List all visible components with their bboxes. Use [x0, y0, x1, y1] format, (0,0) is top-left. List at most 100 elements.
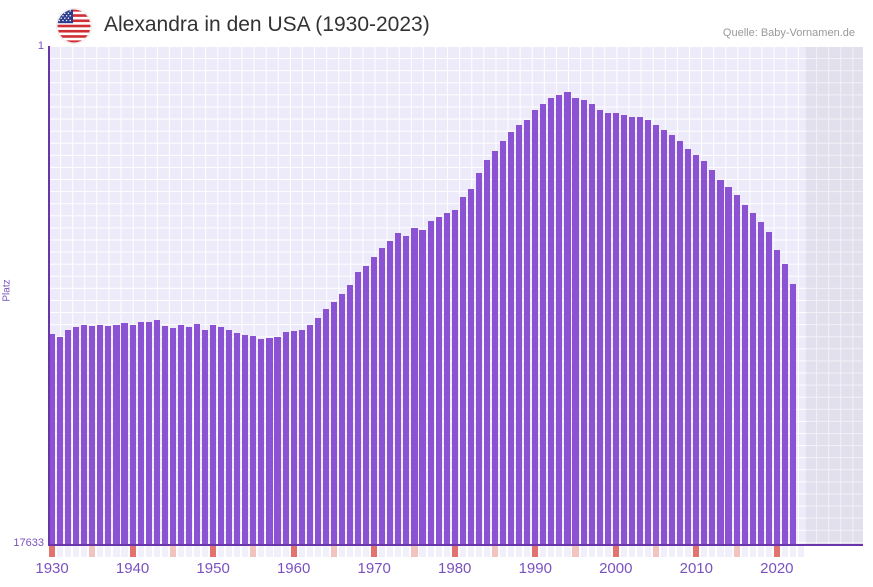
bar-1997[interactable]	[588, 104, 595, 545]
bar-1995[interactable]	[572, 98, 579, 545]
bar-1964[interactable]	[322, 309, 329, 545]
bar-2004[interactable]	[644, 120, 652, 545]
bar-1988[interactable]	[516, 125, 523, 545]
bar-1949[interactable]	[202, 330, 209, 545]
x-tick-2004	[644, 546, 652, 557]
bar-1981[interactable]	[459, 197, 466, 545]
bar-1957[interactable]	[266, 338, 273, 545]
x-tick-1974	[403, 546, 410, 557]
bar-1956[interactable]	[258, 339, 265, 545]
bar-1955[interactable]	[250, 336, 257, 545]
bar-1982[interactable]	[467, 189, 474, 545]
bar-2006[interactable]	[661, 130, 668, 545]
bar-2018[interactable]	[757, 222, 764, 545]
bar-1962[interactable]	[306, 325, 313, 545]
bar-1971[interactable]	[379, 248, 386, 545]
bar-1970[interactable]	[371, 257, 378, 545]
bar-2010[interactable]	[693, 155, 700, 545]
bar-1935[interactable]	[89, 326, 96, 545]
bar-1999[interactable]	[604, 113, 611, 545]
bar-2022[interactable]	[789, 284, 796, 545]
bar-2001[interactable]	[620, 115, 627, 545]
bar-1930[interactable]	[49, 334, 56, 545]
bar-1992[interactable]	[548, 98, 555, 545]
bar-2017[interactable]	[749, 213, 756, 545]
bar-1984[interactable]	[483, 160, 490, 545]
bar-1933[interactable]	[73, 327, 80, 545]
bar-1945[interactable]	[169, 328, 176, 545]
bar-1977[interactable]	[427, 221, 434, 545]
bar-1994[interactable]	[564, 92, 571, 545]
bar-2008[interactable]	[677, 141, 684, 545]
x-tick-1997	[588, 546, 595, 557]
bar-1934[interactable]	[81, 325, 88, 545]
bar-2011[interactable]	[701, 161, 708, 545]
bar-1976[interactable]	[419, 230, 426, 545]
bar-1931[interactable]	[57, 337, 64, 545]
bar-2003[interactable]	[636, 117, 643, 545]
bar-1965[interactable]	[330, 302, 337, 545]
bar-2005[interactable]	[652, 125, 660, 545]
bar-1972[interactable]	[387, 241, 394, 545]
bar-1980[interactable]	[451, 210, 458, 545]
bar-1998[interactable]	[596, 110, 603, 545]
bar-1989[interactable]	[524, 120, 531, 545]
bar-2014[interactable]	[725, 187, 732, 545]
bar-1960[interactable]	[290, 331, 297, 545]
bar-1953[interactable]	[234, 333, 241, 545]
bar-2012[interactable]	[709, 170, 716, 545]
bar-1978[interactable]	[435, 217, 442, 545]
bar-1961[interactable]	[298, 330, 305, 545]
bar-1951[interactable]	[218, 327, 225, 545]
bar-1937[interactable]	[105, 326, 112, 545]
bar-1967[interactable]	[346, 285, 354, 545]
bar-1948[interactable]	[193, 324, 201, 545]
bar-1996[interactable]	[580, 100, 587, 545]
bar-1950[interactable]	[210, 325, 217, 545]
bar-1947[interactable]	[185, 327, 192, 545]
bar-1966[interactable]	[338, 294, 346, 545]
bar-2019[interactable]	[765, 232, 772, 545]
bar-2021[interactable]	[781, 264, 788, 545]
bar-2020[interactable]	[773, 250, 780, 545]
bar-1938[interactable]	[113, 325, 120, 545]
bar-2000[interactable]	[612, 113, 619, 545]
bar-1993[interactable]	[556, 95, 563, 545]
bar-1969[interactable]	[363, 266, 370, 545]
bar-1932[interactable]	[65, 330, 72, 545]
bar-1939[interactable]	[121, 323, 128, 545]
bar-1986[interactable]	[499, 141, 507, 545]
bar-1979[interactable]	[443, 213, 450, 545]
bar-1941[interactable]	[137, 322, 144, 545]
bar-1940[interactable]	[129, 325, 136, 545]
bar-1946[interactable]	[177, 325, 184, 545]
bar-1991[interactable]	[540, 104, 547, 545]
bar-2009[interactable]	[685, 149, 692, 545]
bar-1983[interactable]	[475, 173, 482, 545]
bar-1943[interactable]	[153, 320, 160, 545]
bar-1975[interactable]	[411, 228, 418, 545]
bar-2015[interactable]	[733, 195, 740, 545]
bar-1963[interactable]	[314, 318, 321, 545]
bar-1985[interactable]	[491, 151, 499, 545]
bar-2013[interactable]	[717, 180, 724, 545]
x-label-1980: 1980	[438, 560, 472, 577]
bar-1990[interactable]	[532, 110, 539, 545]
bar-1987[interactable]	[508, 132, 515, 545]
bar-1954[interactable]	[242, 335, 249, 545]
x-tick-2010	[693, 546, 700, 557]
bar-1973[interactable]	[395, 233, 402, 545]
bar-1936[interactable]	[97, 325, 104, 545]
bar-1944[interactable]	[161, 326, 168, 545]
bar-2007[interactable]	[669, 135, 676, 545]
bar-2002[interactable]	[628, 117, 635, 545]
bar-1974[interactable]	[403, 236, 410, 545]
bar-1958[interactable]	[274, 337, 281, 545]
bar-1968[interactable]	[355, 272, 362, 545]
x-label-1930: 1930	[35, 560, 69, 577]
bar-1959[interactable]	[282, 332, 289, 545]
bar-1942[interactable]	[145, 322, 152, 545]
bar-1952[interactable]	[226, 330, 233, 545]
x-tick-1973	[395, 546, 402, 557]
bar-2016[interactable]	[741, 205, 748, 545]
